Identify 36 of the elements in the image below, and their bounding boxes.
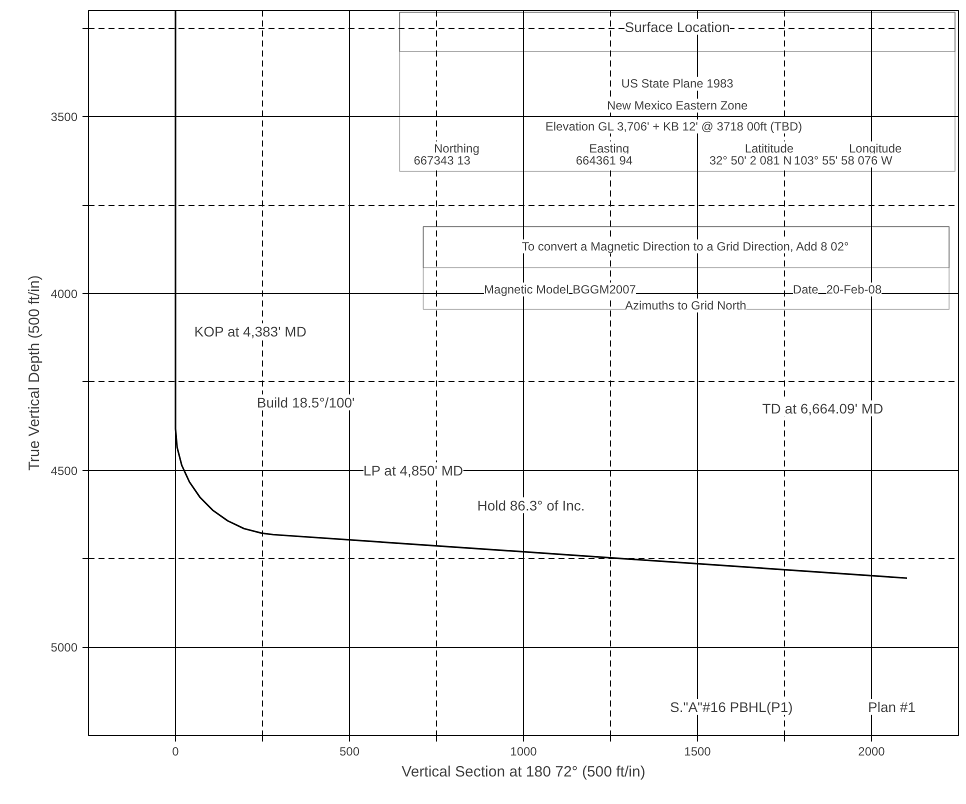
annotation: LP at 4,850' MD	[363, 462, 464, 478]
annotation: 667343 13	[414, 153, 471, 168]
annotation: New Mexico Eastern Zone	[606, 98, 748, 113]
x-axis-title: Vertical Section at 180 72° (500 ft/in)	[402, 764, 646, 780]
annotation: To convert a Magnetic Direction to a Grid Direction, Add 8 02°	[522, 239, 850, 254]
annotation: Hold 86.3° of Inc.	[477, 497, 585, 514]
x-tick-label: 0	[172, 744, 180, 758]
x-tick-label: 2000	[858, 744, 886, 758]
x-tick-label: 1500	[684, 744, 712, 758]
x-tick-label: 500	[339, 744, 360, 758]
annotation: Elevation GL 3,706' + KB 12' @ 3718 00ft (TBD)	[545, 120, 802, 134]
annotation: Latititude	[744, 141, 794, 156]
annotation: Longitude	[848, 141, 902, 156]
annotation: 103° 55' 58 076 W	[794, 153, 894, 168]
annotation: Azimuths to Grid North	[624, 298, 746, 312]
annotation: Surface Location	[624, 18, 730, 35]
annotation: Date	[792, 282, 819, 297]
annotation: Magnetic Model	[484, 282, 569, 297]
annotation: 32° 50' 2 081 N	[709, 153, 792, 168]
y-tick-label: 5000	[50, 640, 78, 655]
x-tick-label: 1000	[510, 744, 538, 758]
annotation: US State Plane 1983	[621, 76, 734, 91]
annotation: 20-Feb-08	[826, 282, 882, 297]
y-tick-label: 4000	[50, 286, 78, 301]
annotation: Build 18.5°/100'	[256, 394, 355, 410]
annotation: TD at 6,664.09' MD	[762, 400, 884, 416]
annotation: Plan #1	[868, 698, 916, 715]
y-tick-label: 4500	[50, 464, 78, 478]
annotation: Easting	[589, 141, 630, 156]
y-axis-title: True Vertical Depth (500 ft/in)	[26, 275, 43, 471]
y-tick-label: 3500	[50, 110, 78, 124]
annotation: BGGM2007	[572, 282, 636, 297]
annotation: Northing	[434, 141, 480, 156]
annotation: 664361 94	[576, 153, 633, 168]
annotation: S."A"#16 PBHL(P1)	[670, 698, 793, 715]
annotation: KOP at 4,383' MD	[194, 323, 306, 340]
